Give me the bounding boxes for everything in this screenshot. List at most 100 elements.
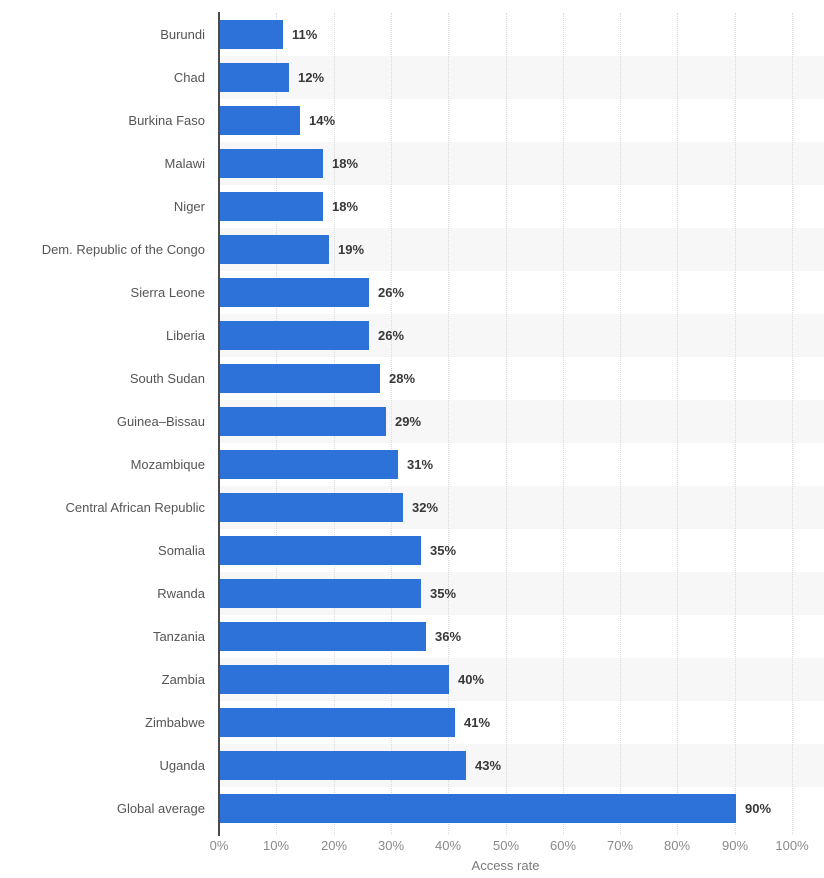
bar[interactable] — [220, 407, 386, 436]
bar[interactable] — [220, 665, 449, 694]
bar[interactable] — [220, 579, 421, 608]
plot-cell: 18% — [218, 142, 824, 185]
x-tick-label: 90% — [721, 838, 749, 853]
chart-row: Mozambique 31% — [0, 443, 824, 486]
category-label: Tanzania — [152, 629, 205, 644]
chart-row: Burundi 11% — [0, 13, 824, 56]
value-label: 12% — [298, 70, 325, 85]
x-tick-label: 70% — [606, 838, 634, 853]
category-label: Burkina Faso — [128, 113, 205, 128]
bar[interactable] — [220, 622, 426, 651]
bar[interactable] — [220, 751, 466, 780]
plot-cell: 12% — [218, 56, 824, 99]
plot-rows: Burundi 11% Chad 12% Burkina Faso 14% Malawi 18… — [0, 13, 824, 830]
x-tick-label: 10% — [262, 838, 290, 853]
x-tick-label: 40% — [434, 838, 462, 853]
x-tick-label: 60% — [549, 838, 577, 853]
plot-cell: 36% — [218, 615, 824, 658]
bar[interactable] — [220, 536, 421, 565]
chart-row: Burkina Faso 14% — [0, 99, 824, 142]
category-label: Somalia — [158, 543, 205, 558]
category-label: South Sudan — [129, 371, 205, 386]
bar[interactable] — [220, 708, 455, 737]
chart-row: Guinea–Bissau 29% — [0, 400, 824, 443]
chart-row: Chad 12% — [0, 56, 824, 99]
chart-row: Rwanda 35% — [0, 572, 824, 615]
chart-row: Sierra Leone 26% — [0, 271, 824, 314]
plot-cell: 11% — [218, 13, 824, 56]
plot-cell: 40% — [218, 658, 824, 701]
plot-cell: 26% — [218, 271, 824, 314]
bar[interactable] — [220, 278, 369, 307]
value-label: 29% — [395, 414, 422, 429]
category-label: Zambia — [161, 672, 205, 687]
bar[interactable] — [220, 364, 380, 393]
value-label: 31% — [407, 457, 434, 472]
value-label: 18% — [332, 156, 359, 171]
bar[interactable] — [220, 794, 736, 823]
x-tick-label: 30% — [377, 838, 405, 853]
category-label: Malawi — [164, 156, 205, 171]
plot-cell: 19% — [218, 228, 824, 271]
plot-cell: 31% — [218, 443, 824, 486]
value-label: 36% — [435, 629, 462, 644]
value-label: 43% — [475, 758, 502, 773]
category-label: Niger — [173, 199, 205, 214]
plot-cell: 28% — [218, 357, 824, 400]
bar[interactable] — [220, 192, 323, 221]
chart-row: Dem. Republic of the Congo 19% — [0, 228, 824, 271]
category-label: Rwanda — [157, 586, 205, 601]
value-label: 35% — [430, 586, 457, 601]
x-axis-title: Access rate — [471, 858, 540, 873]
plot-cell: 29% — [218, 400, 824, 443]
value-label: 28% — [389, 371, 416, 386]
x-tick-label: 20% — [320, 838, 348, 853]
value-label: 11% — [292, 27, 318, 42]
category-label: Liberia — [165, 328, 205, 343]
value-label: 19% — [338, 242, 365, 257]
category-label: Global average — [116, 801, 205, 816]
category-label: Sierra Leone — [130, 285, 205, 300]
value-label: 41% — [464, 715, 491, 730]
bar[interactable] — [220, 106, 300, 135]
category-label: Guinea–Bissau — [116, 414, 205, 429]
category-label: Uganda — [159, 758, 205, 773]
plot-cell: 90% — [218, 787, 824, 830]
value-label: 14% — [309, 113, 336, 128]
value-label: 35% — [430, 543, 457, 558]
bar[interactable] — [220, 235, 329, 264]
category-label: Central African Republic — [65, 500, 205, 515]
chart-row: Liberia 26% — [0, 314, 824, 357]
plot-cell: 26% — [218, 314, 824, 357]
bar[interactable] — [220, 450, 398, 479]
bar[interactable] — [220, 321, 369, 350]
plot-cell: 18% — [218, 185, 824, 228]
category-label: Burundi — [160, 27, 205, 42]
plot-cell: 35% — [218, 572, 824, 615]
plot-cell: 41% — [218, 701, 824, 744]
chart-row: Zimbabwe 41% — [0, 701, 824, 744]
value-label: 26% — [378, 328, 405, 343]
plot-cell: 43% — [218, 744, 824, 787]
value-label: 32% — [412, 500, 439, 515]
category-label: Chad — [173, 70, 205, 85]
value-label: 40% — [458, 672, 485, 687]
chart-row: Central African Republic 32% — [0, 486, 824, 529]
x-tick-label: 0% — [209, 838, 229, 853]
x-tick-label: 50% — [492, 838, 520, 853]
plot-cell: 35% — [218, 529, 824, 572]
chart-row: Zambia 40% — [0, 658, 824, 701]
category-label: Dem. Republic of the Congo — [41, 242, 205, 257]
x-tick-label: 100% — [775, 838, 809, 853]
bar[interactable] — [220, 149, 323, 178]
bar[interactable] — [220, 63, 289, 92]
x-tick-label: 80% — [663, 838, 691, 853]
value-label: 26% — [378, 285, 405, 300]
bar[interactable] — [220, 493, 403, 522]
chart-row: Malawi 18% — [0, 142, 824, 185]
plot-cell: 32% — [218, 486, 824, 529]
value-label: 18% — [332, 199, 359, 214]
plot-cell: 14% — [218, 99, 824, 142]
bar[interactable] — [220, 20, 283, 49]
